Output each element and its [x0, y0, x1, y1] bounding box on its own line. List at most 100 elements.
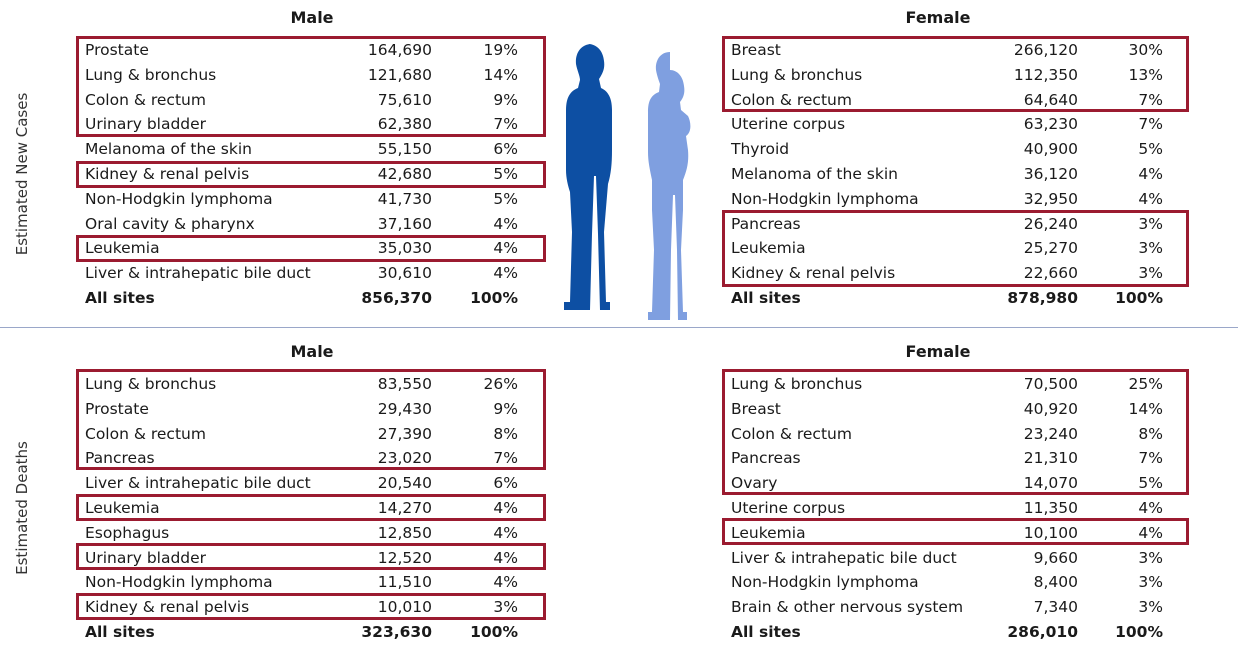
row-percent: 14%	[448, 65, 518, 85]
row-percent: 100%	[1093, 622, 1163, 642]
row-count: 35,030	[312, 238, 432, 258]
panel-title: Male	[290, 8, 333, 27]
row-count: 10,100	[958, 523, 1078, 543]
row-count: 164,690	[312, 40, 432, 60]
row-count: 83,550	[312, 374, 432, 394]
row-percent: 4%	[1093, 523, 1163, 543]
row-percent: 5%	[448, 164, 518, 184]
row-label: Non-Hodgkin lymphoma	[731, 572, 919, 592]
row-percent: 7%	[1093, 90, 1163, 110]
row-label: Oral cavity & pharynx	[85, 214, 255, 234]
row-percent: 7%	[1093, 448, 1163, 468]
row-count: 878,980	[958, 288, 1078, 308]
row-count: 37,160	[312, 214, 432, 234]
male-silhouette	[552, 40, 632, 320]
row-label: Colon & rectum	[85, 90, 206, 110]
row-percent: 3%	[1093, 548, 1163, 568]
row-label: Prostate	[85, 399, 149, 419]
row-label: Kidney & renal pelvis	[85, 164, 249, 184]
panel-title: Male	[290, 342, 333, 361]
row-count: 64,640	[958, 90, 1078, 110]
row-percent: 3%	[448, 597, 518, 617]
row-percent: 8%	[1093, 424, 1163, 444]
row-percent: 5%	[448, 189, 518, 209]
row-label: Melanoma of the skin	[731, 164, 898, 184]
row-count: 11,350	[958, 498, 1078, 518]
row-count: 40,920	[958, 399, 1078, 419]
row-count: 9,660	[958, 548, 1078, 568]
row-count: 286,010	[958, 622, 1078, 642]
row-percent: 6%	[448, 139, 518, 159]
row-label: All sites	[731, 622, 801, 642]
row-label: Urinary bladder	[85, 114, 206, 134]
row-label: Kidney & renal pelvis	[731, 263, 895, 283]
row-count: 63,230	[958, 114, 1078, 134]
row-percent: 100%	[448, 622, 518, 642]
row-percent: 9%	[448, 90, 518, 110]
row-count: 32,950	[958, 189, 1078, 209]
row-label: Colon & rectum	[731, 424, 852, 444]
row-count: 12,850	[312, 523, 432, 543]
row-label: Esophagus	[85, 523, 169, 543]
row-percent: 100%	[1093, 288, 1163, 308]
row-count: 11,510	[312, 572, 432, 592]
row-percent: 5%	[1093, 473, 1163, 493]
row-percent: 6%	[448, 473, 518, 493]
row-count: 14,070	[958, 473, 1078, 493]
row-percent: 3%	[1093, 263, 1163, 283]
row-count: 29,430	[312, 399, 432, 419]
row-count: 30,610	[312, 263, 432, 283]
row-label: Brain & other nervous system	[731, 597, 963, 617]
row-count: 62,380	[312, 114, 432, 134]
row-count: 12,520	[312, 548, 432, 568]
row-label: Lung & bronchus	[731, 65, 862, 85]
row-percent: 4%	[448, 238, 518, 258]
row-percent: 100%	[448, 288, 518, 308]
row-label: Lung & bronchus	[731, 374, 862, 394]
row-label: Colon & rectum	[731, 90, 852, 110]
row-percent: 7%	[1093, 114, 1163, 134]
row-count: 10,010	[312, 597, 432, 617]
row-percent: 4%	[1093, 498, 1163, 518]
row-label: Uterine corpus	[731, 114, 845, 134]
row-label: Uterine corpus	[731, 498, 845, 518]
row-count: 856,370	[312, 288, 432, 308]
page: Leading Sites of New Cancer Cases and De…	[0, 0, 1238, 646]
row-count: 22,660	[958, 263, 1078, 283]
row-count: 55,150	[312, 139, 432, 159]
row-label: Lung & bronchus	[85, 65, 216, 85]
row-label: Leukemia	[85, 238, 160, 258]
row-percent: 13%	[1093, 65, 1163, 85]
row-count: 40,900	[958, 139, 1078, 159]
row-label: Ovary	[731, 473, 777, 493]
section-label: Estimated Deaths	[13, 441, 31, 575]
row-percent: 3%	[1093, 238, 1163, 258]
row-label: Breast	[731, 40, 781, 60]
row-percent: 30%	[1093, 40, 1163, 60]
row-percent: 4%	[448, 548, 518, 568]
row-count: 121,680	[312, 65, 432, 85]
row-percent: 4%	[448, 498, 518, 518]
row-label: Pancreas	[731, 214, 801, 234]
row-label: Urinary bladder	[85, 548, 206, 568]
row-count: 21,310	[958, 448, 1078, 468]
row-label: Liver & intrahepatic bile duct	[85, 263, 311, 283]
row-label: Pancreas	[85, 448, 155, 468]
row-label: Leukemia	[85, 498, 160, 518]
row-percent: 25%	[1093, 374, 1163, 394]
row-count: 27,390	[312, 424, 432, 444]
row-percent: 3%	[1093, 597, 1163, 617]
row-label: Leukemia	[731, 523, 806, 543]
row-count: 36,120	[958, 164, 1078, 184]
row-count: 70,500	[958, 374, 1078, 394]
row-label: Lung & bronchus	[85, 374, 216, 394]
row-percent: 9%	[448, 399, 518, 419]
row-count: 41,730	[312, 189, 432, 209]
row-percent: 4%	[448, 263, 518, 283]
row-count: 26,240	[958, 214, 1078, 234]
page-body: {"sections": [ {"label": "Estimated New …	[0, 0, 1238, 646]
row-percent: 26%	[448, 374, 518, 394]
row-count: 112,350	[958, 65, 1078, 85]
row-percent: 4%	[448, 523, 518, 543]
row-count: 7,340	[958, 597, 1078, 617]
